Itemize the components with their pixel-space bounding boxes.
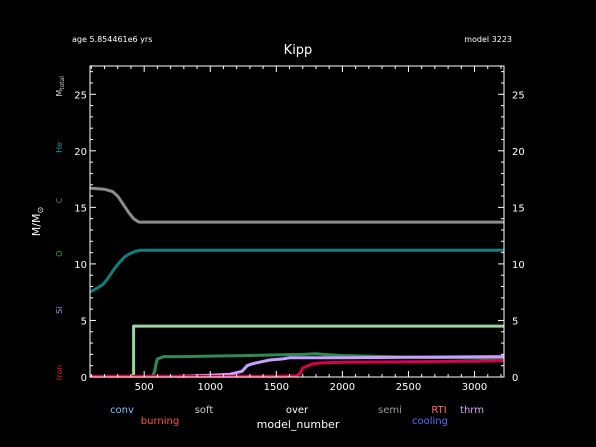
series-line-4 <box>150 352 505 378</box>
side-label: Mtotal <box>55 76 66 97</box>
x-tick-label: 3000 <box>462 382 487 393</box>
side-label-text: C <box>55 197 64 203</box>
y-tick-label-right: 10 <box>512 260 525 271</box>
age-label: age 5.854461e6 yrs <box>72 35 152 44</box>
series-line-3 <box>132 324 504 377</box>
legend-item-RTI: RTI <box>431 405 446 416</box>
y-tick-label-right: 15 <box>512 203 525 214</box>
side-label-text: O <box>55 251 64 257</box>
side-label-text: Iron <box>55 365 64 380</box>
y-tick-label: 0 <box>81 373 87 384</box>
side-label: He <box>55 142 64 153</box>
y-axis-label: M/M⊙ <box>30 207 45 236</box>
legend-item-thrm: thrm <box>460 405 484 416</box>
side-label: C <box>55 197 64 203</box>
y-tick-label: 20 <box>74 147 87 158</box>
y-tick-label: 10 <box>74 260 87 271</box>
side-label-text: Si <box>55 307 64 314</box>
series-layer <box>89 186 505 378</box>
model-label: model 3223 <box>464 35 512 44</box>
legend-item-soft: soft <box>195 405 214 416</box>
x-tick-label: 2500 <box>396 382 421 393</box>
side-label-sub: total <box>59 76 66 90</box>
legend-item-conv: conv <box>110 405 134 416</box>
y-tick-label: 5 <box>81 316 87 327</box>
x-axis-label: model_number <box>257 418 340 431</box>
series-line-2 <box>89 248 504 294</box>
y-tick-label-right: 20 <box>512 147 525 158</box>
legend-item-semi: semi <box>378 405 402 416</box>
x-tick-label: 2000 <box>330 382 355 393</box>
side-label: Si <box>55 307 64 314</box>
plot-frame <box>89 65 505 378</box>
ticks-layer: 500 1000 1500 2000 2500 3000 0 0 5 5 10 10 15 15 20 20 2… <box>74 66 525 393</box>
y-axis-label-text: M/M <box>30 214 43 237</box>
y-tick-label-right: 5 <box>512 316 518 327</box>
side-label-text: He <box>55 142 64 153</box>
x-tick-label: 1000 <box>198 382 223 393</box>
x-tick-label: 1500 <box>264 382 289 393</box>
y-tick-label: 15 <box>74 203 87 214</box>
side-label: Iron <box>55 365 64 380</box>
legend-item-over: over <box>286 405 309 416</box>
side-labels: Mtotal He C O Si Iron <box>55 76 66 380</box>
y-axis-label-symbol: ⊙ <box>36 207 45 214</box>
y-tick-label-right: 25 <box>512 90 525 101</box>
legend-item-burning: burning <box>141 416 179 427</box>
y-tick-label-right: 0 <box>512 373 518 384</box>
series-line-5 <box>178 355 505 378</box>
side-label: O <box>55 251 64 257</box>
y-tick-label: 25 <box>74 90 87 101</box>
series-line-1 <box>89 186 504 224</box>
side-label-text: M <box>55 90 64 97</box>
legend-item-cooling: cooling <box>412 416 448 427</box>
x-tick-label: 500 <box>135 382 154 393</box>
chart-title: Kipp <box>284 43 313 58</box>
